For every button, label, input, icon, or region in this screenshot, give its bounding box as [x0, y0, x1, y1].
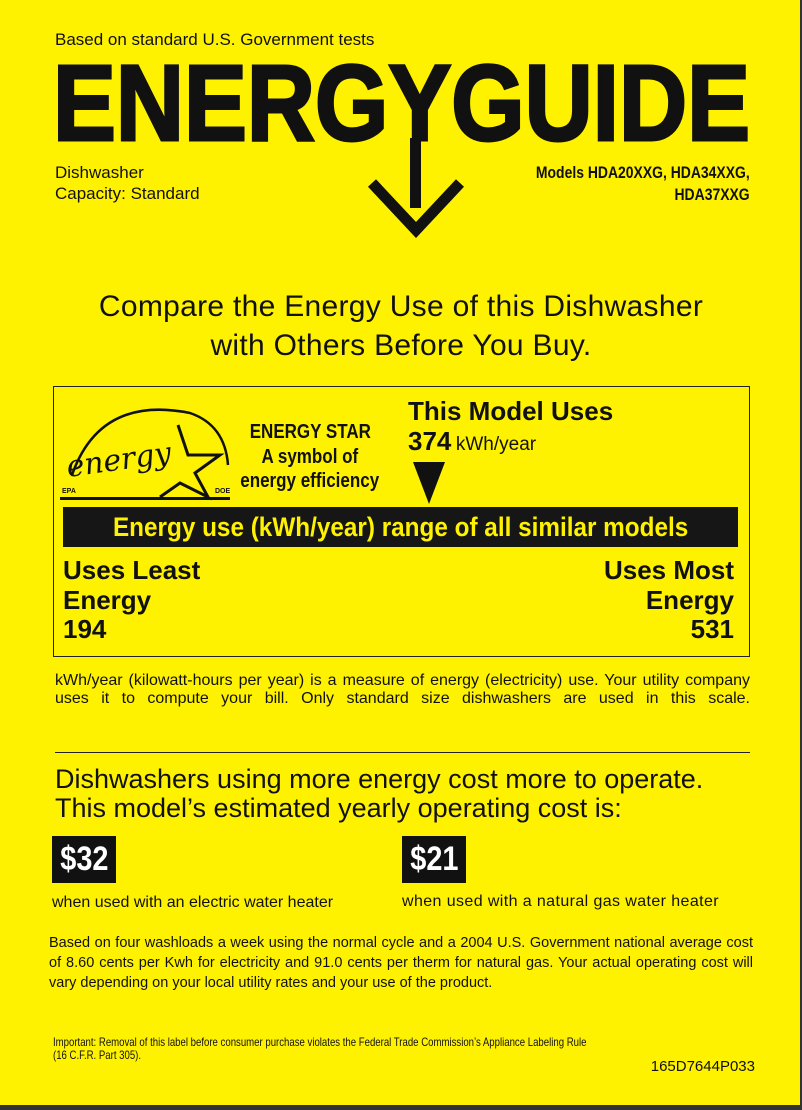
least-label-line1: Uses Least	[63, 555, 201, 585]
most-label-line2: Energy	[645, 585, 734, 615]
most-label-line1: Uses Most	[603, 555, 734, 585]
cost-line2: This model’s estimated yearly operating …	[55, 793, 622, 823]
capacity: Capacity: Standard	[55, 184, 200, 203]
svg-text:energy: energy	[64, 435, 174, 484]
gas-cost-label: when used with a natural gas water heate…	[402, 893, 720, 910]
electric-cost: $32	[52, 836, 116, 883]
headline-line1: Compare the Energy Use of this Dishwashe…	[98, 290, 704, 323]
gas-cost: $21	[402, 836, 466, 883]
energy-star-line1: ENERGY STAR	[249, 421, 371, 443]
cost-basis: Based on four washloads a week using the…	[49, 935, 753, 991]
energyguide-logo: ENERGYGUIDE	[52, 58, 752, 238]
important-line1: Important: Removal of this label before …	[53, 1035, 587, 1049]
tests-note: Based on standard U.S. Government tests	[55, 30, 375, 49]
kwh-note: kWh/year (kilowatt-hours per year) is a …	[55, 672, 750, 707]
this-model-label: This Model Uses	[408, 396, 614, 426]
label-code: 165D7644P033	[650, 1058, 755, 1075]
pointer-triangle-icon	[413, 462, 445, 504]
this-model-value: 374	[408, 426, 452, 456]
this-model-unit: kWh/year	[455, 434, 537, 455]
this-model-usage: 374 kWh/year	[408, 426, 536, 456]
energy-star-line3: energy efficiency	[240, 470, 380, 492]
appliance-type: Dishwasher	[55, 163, 144, 182]
least-label-line2: Energy	[63, 585, 152, 615]
divider	[55, 752, 750, 753]
energy-star-line2: A symbol of	[261, 446, 359, 468]
most-value: 531	[690, 614, 734, 644]
svg-text:ENERGYGUIDE: ENERGYGUIDE	[53, 58, 750, 163]
electric-cost-label: when used with an electric water heater	[52, 894, 334, 911]
important-line2: (16 C.F.R. Part 305).	[53, 1048, 142, 1062]
models-line2: HDA37XXG	[674, 185, 750, 204]
svg-text:EPA: EPA	[62, 488, 76, 495]
models-line1: Models HDA20XXG, HDA34XXG,	[536, 163, 750, 182]
energy-star-logo: energy EPA DOE	[60, 408, 231, 501]
cost-line1: Dishwashers using more energy cost more …	[55, 764, 704, 794]
down-arrow-icon	[367, 138, 465, 238]
least-value: 194	[63, 614, 107, 644]
headline-line2: with Others Before You Buy.	[210, 329, 592, 362]
energy-use-box	[53, 386, 750, 657]
range-bar: Energy use (kWh/year) range of all simil…	[63, 507, 738, 547]
svg-text:DOE: DOE	[215, 488, 231, 495]
